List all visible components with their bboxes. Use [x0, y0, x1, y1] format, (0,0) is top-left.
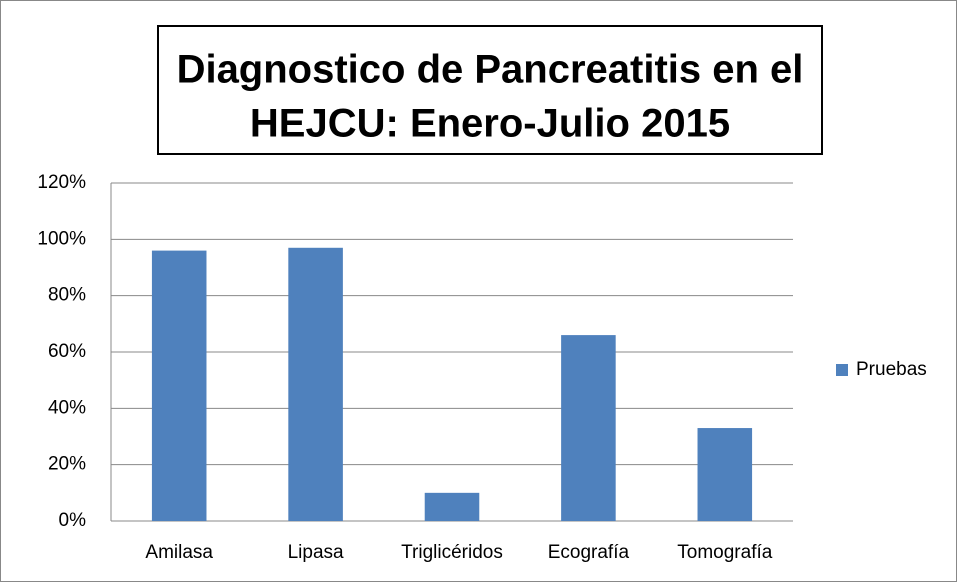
y-tick-label: 0%	[59, 510, 87, 531]
bar	[697, 428, 753, 521]
title-box	[157, 25, 823, 155]
bar	[424, 492, 480, 521]
legend-label: Pruebas	[856, 359, 927, 380]
y-tick-label: 20%	[48, 454, 86, 475]
y-tick-label: 100%	[37, 228, 86, 249]
chart-title: Diagnostico de Pancreatitis en el	[177, 48, 804, 92]
y-tick-label: 120%	[37, 172, 86, 193]
bar	[288, 247, 343, 522]
x-tick-label: Lipasa	[288, 542, 344, 563]
y-tick-label: 40%	[48, 397, 86, 418]
x-tick-label: Amilasa	[145, 542, 213, 563]
bar	[151, 250, 207, 521]
y-tick-label: 80%	[48, 285, 86, 306]
x-tick-label: Tomografía	[677, 542, 772, 563]
chart-title: HEJCU: Enero-Julio 2015	[250, 102, 730, 146]
legend-swatch	[836, 364, 848, 376]
bar	[561, 335, 616, 521]
y-tick-label: 60%	[48, 341, 86, 362]
x-tick-label: Ecografía	[548, 542, 630, 563]
x-tick-label: Triglicéridos	[401, 542, 503, 563]
